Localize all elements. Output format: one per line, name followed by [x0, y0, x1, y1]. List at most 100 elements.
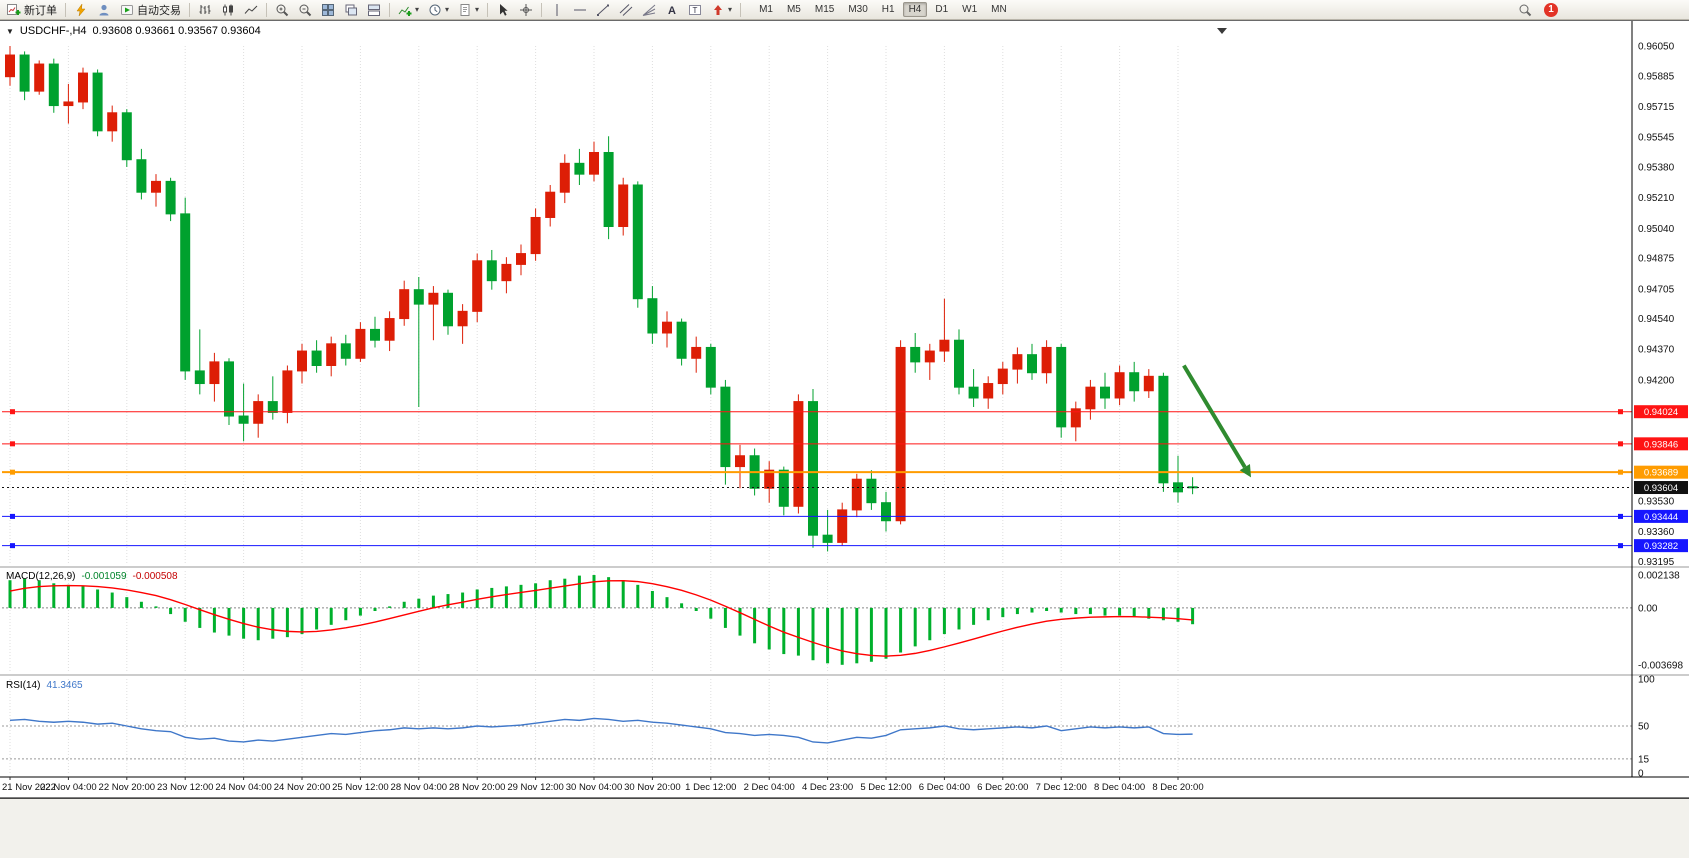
tf-button-h1[interactable]: H1: [881, 4, 895, 15]
line-handle[interactable]: [1618, 469, 1623, 475]
notification-badge[interactable]: 1: [1544, 2, 1558, 17]
candle-body: [457, 310, 468, 327]
candle-body: [574, 162, 585, 175]
price-axis[interactable]: 0.96050 0.95885 0.95715 0.95545 0.95380 0.952…: [1638, 42, 1683, 780]
tile-windows-icon: [321, 3, 335, 17]
price-line-label: 0.94024: [1644, 407, 1678, 418]
tf-button-m5[interactable]: M5: [786, 4, 801, 15]
candle-body: [136, 159, 147, 193]
line-handle[interactable]: [10, 543, 15, 549]
line-handle[interactable]: [10, 409, 15, 415]
line-handle[interactable]: [10, 513, 15, 519]
arrows-tool-button[interactable]: ▾: [707, 1, 736, 19]
candle-body: [107, 112, 118, 132]
candle-body: [603, 151, 614, 228]
indicators-button[interactable]: ▾: [394, 1, 423, 19]
channel-icon: [619, 3, 633, 17]
cursor-button[interactable]: [492, 1, 514, 19]
price-line-label: 0.93282: [1644, 541, 1678, 552]
vertical-line-tool-button[interactable]: [546, 1, 568, 19]
tf-button-w1[interactable]: W1: [962, 4, 978, 15]
time-axis-label: 30 Nov 04:00: [566, 782, 623, 793]
arrange-windows-button[interactable]: [363, 1, 385, 19]
profile-button[interactable]: [93, 1, 115, 19]
tf-button-mn[interactable]: MN: [991, 4, 1007, 15]
zoom-in-icon: [275, 3, 289, 17]
line-handle[interactable]: [1618, 441, 1623, 447]
tf-button-m15[interactable]: M15: [814, 4, 835, 15]
candle-body: [735, 455, 745, 468]
candle-body: [778, 469, 789, 507]
candle-body: [822, 534, 833, 543]
tf-button-h4[interactable]: H4: [902, 2, 928, 17]
toolbar-separator: [389, 2, 390, 17]
price-axis-label: 0.95210: [1638, 193, 1675, 204]
candle-body: [881, 502, 891, 522]
new-order-label: 新订单: [24, 4, 57, 17]
macd-axis-label: 0.00: [1638, 603, 1658, 614]
line-handle[interactable]: [1618, 409, 1623, 415]
trendline-tool-button[interactable]: [592, 1, 614, 19]
candle-body: [121, 112, 132, 161]
channel-tool-button[interactable]: [615, 1, 637, 19]
label-tool-button[interactable]: T: [684, 1, 706, 19]
chart-symbol-label: USDCHF-,H4: [19, 25, 87, 37]
rsi-indicator-label: RSI(14) 41.3465: [6, 680, 83, 691]
candle-body: [501, 263, 512, 282]
line-handle[interactable]: [10, 441, 15, 447]
rsi-axis-label: 0: [1638, 769, 1644, 780]
tf-button-d1[interactable]: D1: [935, 4, 949, 15]
price-axis-label: 0.93195: [1638, 557, 1675, 568]
candle-body: [486, 260, 497, 282]
candle-body: [530, 216, 541, 255]
line-handle[interactable]: [1618, 543, 1623, 549]
bar-chart-icon: [198, 3, 212, 17]
periods-button[interactable]: ▾: [424, 1, 453, 19]
cursor-icon: [496, 3, 510, 17]
candle-body: [618, 184, 629, 228]
tile-windows-button[interactable]: [317, 1, 339, 19]
new-order-button[interactable]: 新订单: [3, 1, 61, 19]
autotrading-button[interactable]: 自动交易: [116, 1, 185, 19]
fibonacci-icon: [642, 3, 656, 17]
macd-title: MACD(12,26,9): [6, 571, 76, 582]
templates-button[interactable]: ▾: [454, 1, 483, 19]
line-handle[interactable]: [10, 469, 15, 475]
line-chart-button[interactable]: [240, 1, 262, 19]
down-arrow-annotation[interactable]: [1182, 364, 1251, 478]
candle-body: [370, 328, 380, 341]
time-axis-label: 29 Nov 12:00: [507, 782, 564, 793]
candle-body: [1143, 375, 1154, 392]
search-button[interactable]: [1514, 1, 1536, 19]
candle-body: [866, 478, 877, 504]
text-tool-button[interactable]: A: [661, 1, 683, 19]
crosshair-button[interactable]: [515, 1, 537, 19]
zoom-in-button[interactable]: [271, 1, 293, 19]
rsi-axis-label: 100: [1638, 675, 1655, 686]
macd-indicator-label: MACD(12,26,9) -0.001059 -0.000508: [6, 571, 178, 582]
horizontal-line-tool-button[interactable]: [569, 1, 591, 19]
chart-canvas[interactable]: 0.94024 0.93846 0.93689 0.93444 0.93282 0.936…: [0, 21, 1689, 799]
collapse-icon[interactable]: ▼: [6, 26, 14, 36]
zoom-out-button[interactable]: [294, 1, 316, 19]
candle-body: [589, 151, 599, 175]
chart-shift-marker[interactable]: [1217, 28, 1227, 34]
candle-body: [632, 184, 643, 300]
lightning-button[interactable]: [70, 1, 92, 19]
tf-button-m30[interactable]: M30: [848, 4, 868, 15]
candle-body: [954, 339, 964, 388]
candle-chart-button[interactable]: [217, 1, 239, 19]
candle-body: [705, 346, 716, 388]
bar-chart-button[interactable]: [194, 1, 216, 19]
time-axis-label: 8 Dec 04:00: [1094, 782, 1145, 793]
templates-icon: [458, 3, 472, 17]
cascade-windows-button[interactable]: [340, 1, 362, 19]
text-icon: A: [665, 3, 679, 17]
autotrading-icon: [120, 3, 134, 17]
toolbar-separator: [65, 2, 66, 17]
line-handle[interactable]: [1618, 513, 1623, 519]
time-axis-label: 22 Nov 04:00: [40, 782, 97, 793]
fibonacci-tool-button[interactable]: [638, 1, 660, 19]
tf-button-m1[interactable]: M1: [759, 4, 773, 15]
